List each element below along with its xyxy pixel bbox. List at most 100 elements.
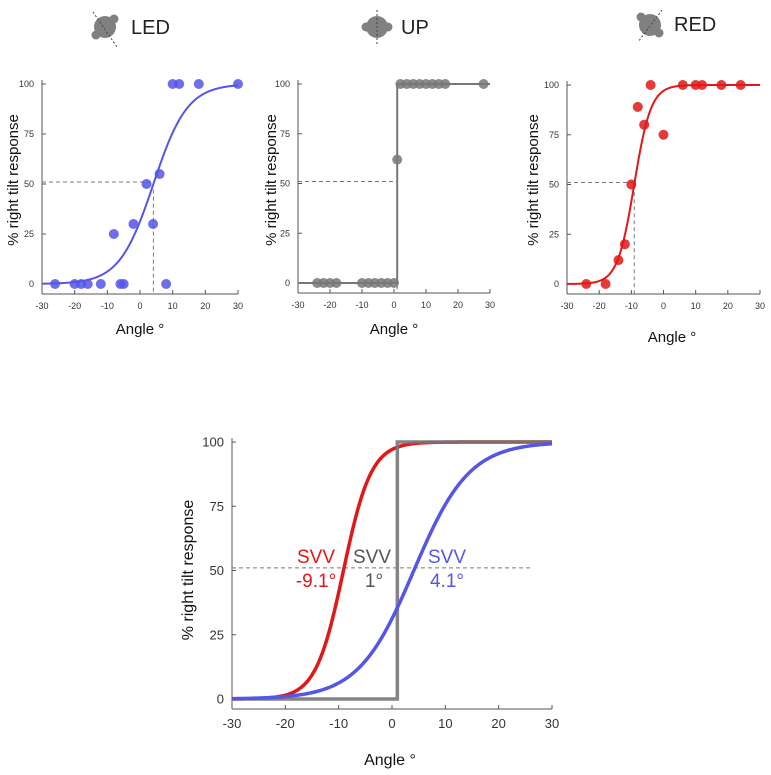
curve-red [232, 440, 552, 701]
data-point [478, 79, 489, 89]
y-tick-label: 25 [280, 228, 290, 238]
y-tick-label: 75 [549, 130, 559, 140]
threshold-line [567, 182, 635, 294]
x-tick-label: 0 [137, 301, 142, 311]
x-tick-label: 10 [168, 301, 178, 311]
svv-annotation-red: SVV -9.1° [296, 547, 336, 592]
panel-title: LED [131, 17, 170, 39]
data-point [619, 239, 630, 250]
curve-up [232, 440, 552, 701]
data-point [581, 279, 592, 289]
data-point [82, 279, 93, 289]
data-point [389, 278, 399, 288]
data-point [128, 219, 139, 229]
panel-red: RED 0 25 50 75 100 -30 -20 -10 0 10 20 30 % right t… [525, 9, 765, 346]
y-tick-label: 0 [217, 692, 224, 707]
y-tick-label: 50 [549, 180, 559, 190]
svv-value-led: 4.1° [430, 571, 464, 592]
x-tick-label: -30 [560, 301, 573, 311]
svv-value-red: -9.1° [296, 571, 336, 592]
data-point [154, 169, 165, 179]
x-tick-label: 30 [545, 716, 559, 731]
y-tick-label: 0 [554, 279, 559, 289]
head-tilted-right-icon [636, 9, 664, 43]
data-point [613, 255, 624, 266]
y-tick-label: 75 [210, 499, 224, 514]
data-point [148, 219, 159, 229]
data-point [50, 279, 61, 289]
fit-curve [298, 83, 490, 284]
svv-label-led: SVV [428, 547, 466, 568]
panel-up: UP 0 25 50 75 100 -30 -20 -10 0 10 20 30 % right ti… [263, 10, 495, 338]
x-tick-label: 0 [661, 301, 666, 311]
x-tick-label: -10 [355, 300, 368, 310]
x-tick-label: -20 [323, 300, 336, 310]
y-axis-label: % right tilt response [5, 114, 22, 246]
data-point [95, 279, 106, 289]
data-point [639, 119, 650, 130]
y-tick-label: 75 [24, 129, 34, 139]
svv-value-up: 1° [365, 571, 383, 592]
x-tick-label: 20 [453, 300, 463, 310]
y-tick-label: 100 [544, 80, 559, 90]
x-tick-label: -10 [101, 301, 114, 311]
data-point [716, 80, 727, 90]
data-point [141, 179, 152, 189]
y-axis-label: % right tilt response [525, 114, 542, 246]
fit-curve [41, 84, 239, 285]
x-tick-label: -20 [68, 301, 81, 311]
y-tick-label: 75 [280, 129, 290, 139]
y-tick-label: 50 [280, 179, 290, 189]
y-tick-label: 0 [285, 278, 290, 288]
x-tick-label: 10 [438, 716, 452, 731]
panel-title: RED [674, 14, 716, 36]
data-point [233, 79, 243, 89]
head-tilted-left-icon [91, 11, 119, 48]
x-tick-label: -10 [625, 301, 638, 311]
data-point [645, 80, 656, 90]
x-tick-label: -30 [35, 301, 48, 311]
data-point [331, 278, 342, 288]
y-axis-label: % right tilt response [263, 114, 280, 246]
x-tick-label: 20 [200, 301, 210, 311]
x-tick-label: 10 [691, 301, 701, 311]
data-point [735, 80, 746, 90]
data-point [174, 79, 185, 89]
x-tick-label: -20 [276, 716, 295, 731]
threshold-line [42, 181, 154, 294]
x-tick-label: 30 [233, 301, 243, 311]
x-axis-label: Angle ° [648, 329, 697, 346]
svv-annotation-up: SVV 1° [353, 547, 391, 592]
data-point [118, 279, 129, 289]
x-tick-label: 10 [421, 300, 431, 310]
x-axis-label: Angle ° [364, 752, 416, 769]
data-point [440, 79, 451, 89]
data-point [658, 129, 669, 140]
x-tick-label: -30 [291, 300, 304, 310]
y-tick-label: 50 [210, 563, 224, 578]
x-tick-label: 0 [391, 300, 396, 310]
curve-led [232, 442, 552, 701]
panel-title: UP [401, 17, 429, 39]
y-tick-label: 0 [29, 279, 34, 289]
x-tick-label: 20 [723, 301, 733, 311]
svv-label-red: SVV [297, 547, 335, 568]
y-tick-label: 100 [202, 435, 224, 450]
panel-summary: 0 25 50 75 100 -30 -20 -10 0 10 20 30 % right tilt … [180, 435, 559, 769]
svv-annotation-led: SVV 4.1° [428, 547, 466, 592]
x-tick-label: 0 [388, 716, 395, 731]
x-axis-label: Angle ° [116, 321, 165, 338]
threshold-line [298, 181, 398, 293]
data-point [193, 79, 204, 89]
data-point [626, 179, 637, 190]
data-point [161, 279, 172, 289]
x-tick-label: 20 [491, 716, 505, 731]
x-tick-label: -10 [329, 716, 348, 731]
data-point [392, 154, 403, 165]
x-tick-label: 30 [755, 301, 765, 311]
y-tick-label: 50 [24, 179, 34, 189]
x-tick-label: -30 [223, 716, 242, 731]
x-tick-label: 30 [485, 300, 495, 310]
svv-label-up: SVV [353, 547, 391, 568]
